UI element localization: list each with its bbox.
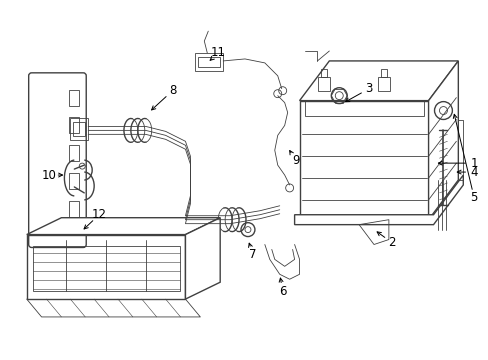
Bar	[69, 90, 79, 105]
Polygon shape	[427, 61, 457, 220]
Bar	[33, 247, 179, 291]
Bar	[73, 122, 85, 136]
Text: 7: 7	[249, 248, 256, 261]
Bar	[380, 69, 386, 77]
Text: 3: 3	[365, 82, 372, 95]
Polygon shape	[294, 175, 462, 225]
Text: 10: 10	[42, 168, 57, 181]
Polygon shape	[27, 218, 220, 235]
Bar	[198, 57, 220, 67]
Text: 6: 6	[278, 285, 286, 298]
Text: 2: 2	[387, 236, 395, 249]
Text: 1: 1	[469, 157, 477, 170]
Text: 8: 8	[168, 84, 176, 97]
Bar	[195, 53, 223, 71]
Bar	[69, 173, 79, 189]
Bar	[69, 145, 79, 161]
Text: 9: 9	[291, 154, 299, 167]
Bar	[69, 201, 79, 217]
Bar	[318, 77, 330, 91]
Text: 5: 5	[469, 192, 477, 204]
Bar	[27, 235, 185, 299]
Polygon shape	[299, 61, 457, 100]
Bar	[304, 100, 423, 116]
Text: 4: 4	[469, 166, 477, 179]
Polygon shape	[185, 218, 220, 299]
Bar	[377, 77, 389, 91]
Text: 12: 12	[91, 208, 106, 221]
Text: 11: 11	[210, 46, 225, 59]
Bar	[69, 117, 79, 133]
Bar	[321, 69, 326, 77]
Bar	[299, 100, 427, 220]
Bar	[70, 118, 88, 140]
